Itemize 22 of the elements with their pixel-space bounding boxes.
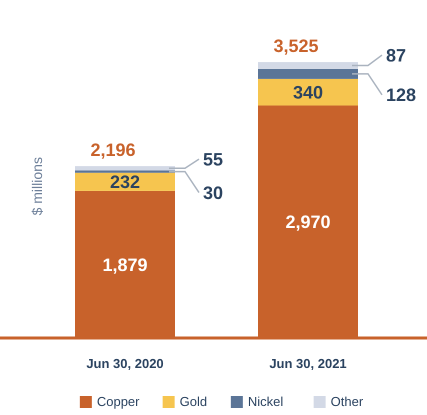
- data-label: 2,970: [285, 212, 331, 232]
- bar: [258, 62, 358, 69]
- legend-label: Gold: [180, 394, 208, 409]
- data-label: 30: [203, 182, 224, 203]
- y-axis-title: $ millions: [29, 157, 45, 216]
- total-label: 3,525: [273, 36, 319, 56]
- bar: [75, 166, 175, 170]
- data-label: 340: [292, 82, 324, 103]
- data-label: 87: [386, 45, 406, 66]
- bar: [75, 170, 175, 173]
- legend-label: Nickel: [248, 394, 284, 409]
- total-label: 2,196: [90, 140, 136, 160]
- bar: [258, 78, 358, 106]
- data-label: 55: [203, 149, 224, 170]
- legend-label: Copper: [96, 394, 140, 409]
- x-tick-label: Jun 30, 2020: [86, 356, 164, 371]
- bar: [258, 68, 358, 79]
- data-label: 1,879: [102, 254, 148, 275]
- legend-label: Other: [330, 394, 364, 409]
- data-label: 128: [386, 85, 416, 106]
- data-label: 232: [110, 172, 140, 192]
- x-tick-label: Jun 30, 2021: [269, 356, 347, 371]
